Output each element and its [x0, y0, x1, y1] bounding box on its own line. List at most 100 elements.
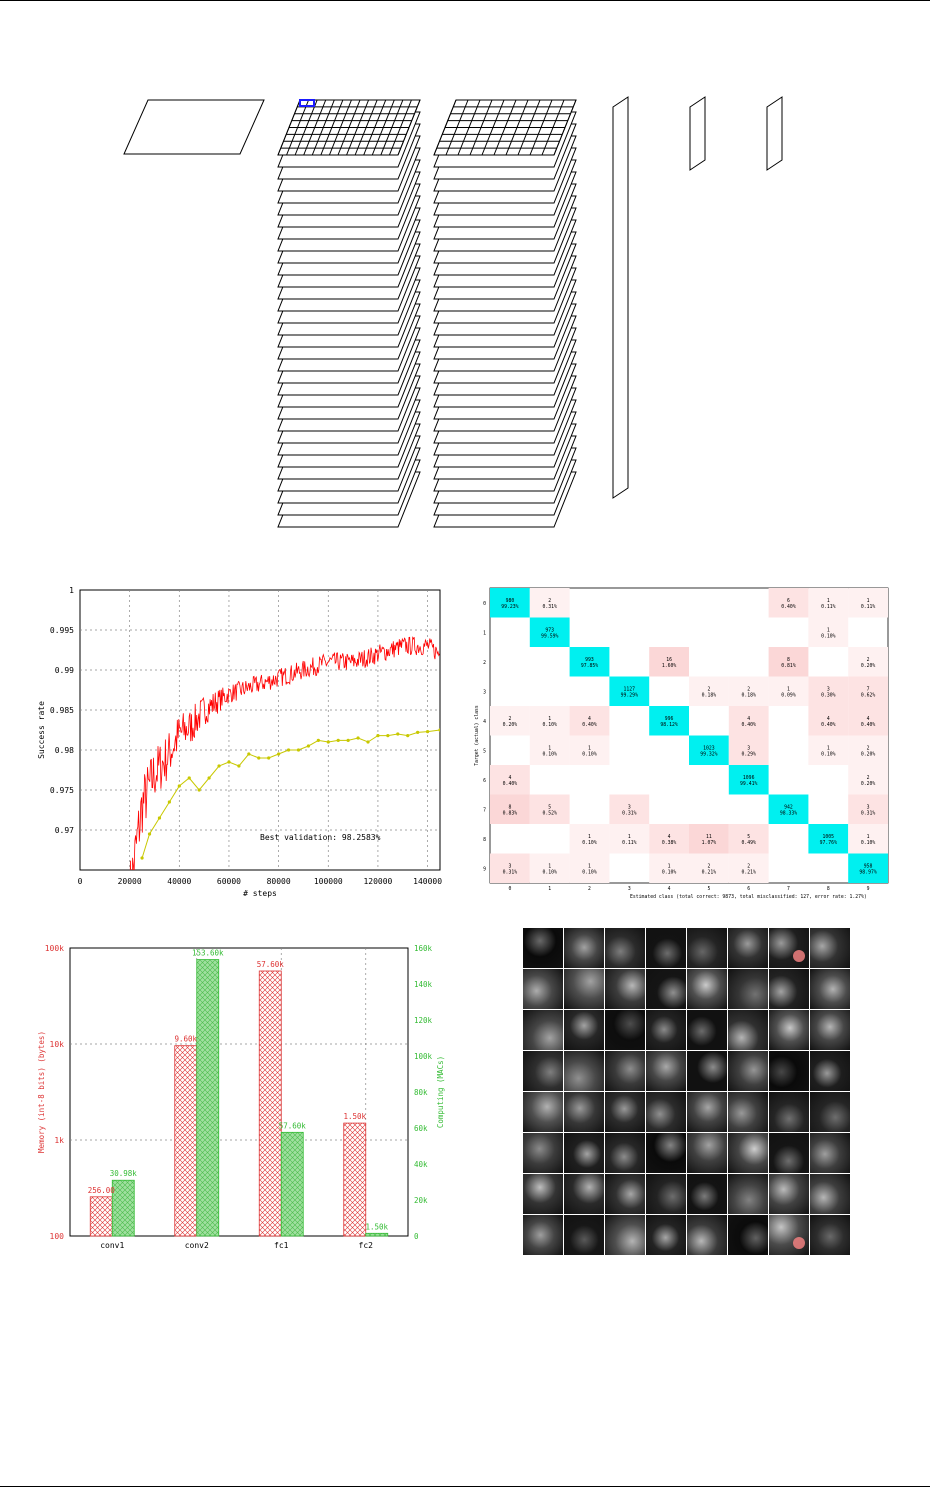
feature-map-tile [646, 1051, 686, 1091]
col-class-label: 5 [707, 886, 710, 892]
confusion-count-label: 1 [867, 834, 870, 840]
confusion-cell [569, 824, 610, 854]
confusion-count-label: 4 [747, 716, 750, 722]
col-class-label: 2 [588, 886, 591, 892]
validation-point [366, 740, 370, 744]
confusion-cell [848, 647, 888, 677]
feature-map-tile [728, 1215, 768, 1255]
computing-tick-label: 120k [414, 1016, 433, 1025]
feature-map-tile [605, 1133, 645, 1173]
confusion-percent-label: 0.31% [542, 604, 557, 610]
col-class-label: 6 [747, 886, 750, 892]
confusion-percent-label: 0.31% [622, 810, 637, 816]
validation-point [247, 752, 251, 756]
confusion-count-label: 2 [707, 686, 710, 692]
confusion-cell [689, 853, 729, 883]
x-axis-label: # steps [243, 889, 277, 898]
confusion-percent-label: 0.11% [622, 840, 637, 846]
confusion-cell [569, 735, 610, 765]
confusion-cell [569, 647, 610, 677]
confusion-count-label: 980 [506, 598, 515, 604]
validation-point [277, 752, 281, 756]
input-plane [123, 99, 265, 155]
confusion-cell [728, 824, 769, 854]
feature-map-tile [523, 969, 563, 1009]
confusion-cell [529, 735, 570, 765]
confusion-count-label: 1 [548, 863, 551, 869]
computing-tick-label: 100k [414, 1052, 433, 1061]
feature-map-tile [769, 1133, 809, 1173]
validation-point [286, 748, 291, 752]
confusion-count-label: 1 [787, 686, 790, 692]
feature-map-tile [769, 1092, 809, 1132]
confusion-count-label: 1 [628, 834, 631, 840]
confusion-percent-label: 0.30% [821, 692, 836, 698]
memory-tick-label: 100k [45, 944, 64, 953]
confusion-count-label: 11 [706, 834, 712, 840]
confusion-percent-label: 0.10% [582, 869, 597, 875]
computing-tick-label: 20k [414, 1196, 428, 1205]
y-tick-label: 0.97 [55, 826, 74, 835]
confusion-count-label: 6 [787, 598, 790, 604]
confusion-count-label: 4 [867, 716, 870, 722]
confusion-count-label: 942 [784, 804, 793, 810]
x-tick-label: 0 [78, 877, 83, 886]
confusion-count-label: 1 [827, 745, 830, 751]
confusion-cell [848, 706, 888, 736]
memory-tick-label: 100 [50, 1232, 65, 1241]
confusion-count-label: 1096 [743, 775, 755, 781]
confusion-cell [768, 794, 809, 824]
confusion-cell [529, 794, 570, 824]
memory-bar [174, 1045, 198, 1237]
category-label: conv1 [100, 1241, 124, 1250]
training-curve-chart: 0 20000 40000 60000 80000 100000 120000 140000 1… [37, 586, 442, 898]
row-class-label: 2 [483, 660, 486, 666]
feature-map-tile [564, 1010, 604, 1050]
confusion-cell [569, 853, 610, 883]
computing-value-label: 57.60k [279, 1121, 307, 1130]
confusion-percent-label: 0.10% [821, 633, 836, 639]
validation-point [326, 740, 330, 744]
fc1-plane [612, 96, 629, 499]
confusion-count-label: 1 [668, 863, 671, 869]
computing-tick-label: 80k [414, 1088, 428, 1097]
feature-map-tile [605, 1010, 645, 1050]
row-class-label: 5 [483, 748, 486, 754]
confusion-percent-label: 99.59% [541, 633, 558, 639]
confusion-cell [728, 765, 769, 795]
feature-highlight [793, 950, 805, 962]
memory-value-label: 9.60k [174, 1035, 197, 1044]
confusion-percent-label: 99.41% [740, 781, 757, 787]
feature-map-tile [523, 1133, 563, 1173]
feature-map-tile [769, 1051, 809, 1091]
y-tick-label: 0.995 [50, 626, 74, 635]
memory-bar [343, 1122, 367, 1237]
confusion-percent-label: 98.12% [660, 722, 677, 728]
feature-map-tile [605, 1051, 645, 1091]
confusion-cell [649, 824, 689, 854]
fc2-plane [689, 96, 706, 171]
validation-point [336, 738, 340, 742]
feature-map-tile [523, 1174, 563, 1214]
best-validation-annotation: Best validation: 98.2583% [260, 833, 381, 842]
feature-map-tile [810, 1133, 850, 1173]
confusion-percent-label: 0.10% [582, 751, 597, 757]
confusion-cell [808, 706, 849, 736]
confusion-cell [529, 706, 570, 736]
validation-point [425, 730, 430, 734]
validation-point [237, 764, 241, 768]
validation-point [376, 734, 380, 738]
feature-map-tile [564, 1174, 604, 1214]
confusion-percent-label: 99.29% [621, 692, 638, 698]
confusion-cell [529, 853, 570, 883]
feature-map-tile [564, 1215, 604, 1255]
feature-maps-grid [523, 928, 850, 1255]
feature-map-tile [728, 1174, 768, 1214]
validation-point [406, 734, 410, 738]
feature-map-tile [769, 1010, 809, 1050]
row-class-label: 9 [483, 866, 486, 872]
y-axis-label: Success rate [37, 701, 46, 759]
feature-map-tile [728, 1133, 768, 1173]
feature-map-tile [728, 1010, 768, 1050]
confusion-cell [490, 588, 530, 618]
